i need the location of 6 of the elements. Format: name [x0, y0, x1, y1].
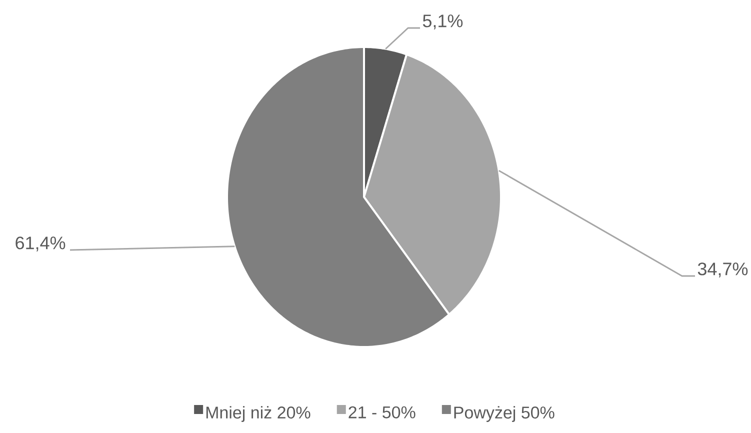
legend-label: 21 - 50% — [348, 406, 416, 418]
data-label: 5,1% — [422, 14, 463, 30]
data-label: 61,4% — [16, 236, 66, 252]
legend-label: Powyżej 50% — [454, 406, 554, 422]
legend-label: Mniej niż 20% — [206, 406, 310, 422]
data-label: 34,7% — [698, 262, 748, 278]
